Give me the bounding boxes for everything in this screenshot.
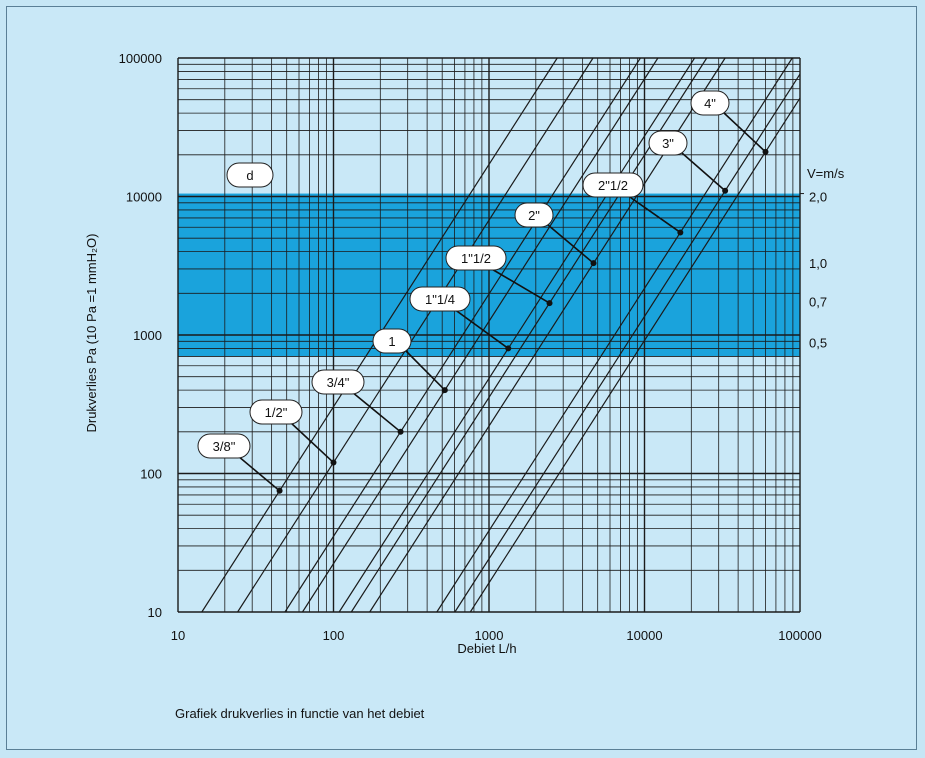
pipe-label: 1	[388, 334, 395, 349]
pipe-leader-line	[626, 194, 681, 234]
velocity-axis-title: V=m/s	[807, 166, 845, 181]
velocity-label: 1,0	[809, 256, 827, 271]
pipe-point	[722, 187, 729, 194]
pipe-point	[677, 229, 684, 236]
pipe-label: 2"	[528, 208, 540, 223]
pipe-leader-line	[289, 421, 335, 464]
pipe-point	[397, 428, 404, 435]
chart-caption: Grafiek drukverlies in functie van het d…	[175, 706, 425, 721]
pipe-curve	[350, 57, 708, 613]
pipe-leader-line	[405, 350, 446, 391]
pipe-label: 3"	[662, 136, 674, 151]
pipe-point	[505, 345, 512, 352]
pipe-bubble	[582, 172, 644, 198]
pipe-bubble	[445, 245, 507, 271]
pipe-point	[330, 459, 337, 466]
pipe-label: 1"1/4	[425, 292, 455, 307]
pipe-label: 4"	[704, 96, 716, 111]
pipe-curve	[301, 57, 659, 613]
pipe-bubble	[249, 399, 303, 425]
velocity-label: 0,7	[809, 294, 827, 309]
pipe-leader-line	[237, 455, 281, 492]
y-tick-label: 100	[140, 467, 162, 482]
pipe-curve	[237, 57, 594, 613]
pipe-bubble	[409, 286, 471, 312]
pipe-bubble	[648, 130, 688, 156]
pipe-label: 2"1/2	[598, 178, 628, 193]
x-tick-label: 100000	[778, 628, 821, 643]
pipe-leader-line	[351, 391, 402, 433]
pipe-label: 3/4"	[327, 375, 350, 390]
pipe-bubble	[197, 433, 251, 459]
band-label-bubble	[226, 162, 274, 188]
pipe-point	[762, 148, 769, 155]
label-layer: d 3/8" 1/2" 3/4" 1 1"1/4 1"1/2 2" 2"1/2 3" 4"	[197, 90, 769, 494]
pipe-curve	[436, 57, 793, 613]
pipe-label: 3/8"	[213, 439, 236, 454]
y-tick-label: 1000	[133, 328, 162, 343]
pipe-leader-line	[723, 112, 767, 153]
velocity-label: 0,5	[809, 336, 827, 351]
pipe-point	[590, 260, 597, 267]
pipe-bubble	[514, 202, 554, 228]
x-tick-label: 10	[171, 628, 185, 643]
x-axis-label: Debiet L/h	[457, 641, 516, 656]
pipe-leader-line	[547, 224, 595, 264]
x-tick-label: 10000	[626, 628, 662, 643]
pipe-curve	[454, 73, 801, 613]
pipe-point	[441, 387, 448, 394]
y-tick-label: 100000	[119, 51, 162, 66]
band-label-label: d	[246, 168, 253, 183]
pipe-bubble	[311, 369, 365, 395]
pipe-leader-line	[681, 152, 726, 192]
pipe-bubble	[690, 90, 730, 116]
pipe-curve	[338, 57, 696, 613]
x-tick-label: 100	[323, 628, 345, 643]
pipe-label: 1"1/2	[461, 251, 491, 266]
x-tick-label: 1000	[475, 628, 504, 643]
pipe-bubble	[372, 328, 412, 354]
pipe-point	[546, 300, 553, 307]
y-tick-label: 10	[148, 605, 162, 620]
pipe-leader-line	[489, 267, 550, 304]
axis-layer: 10 100 1000 10000 10000010000010000100010010…	[119, 51, 827, 643]
pipe-label: 1/2"	[265, 405, 288, 420]
y-tick-label: 10000	[126, 190, 162, 205]
pipe-curve	[284, 57, 641, 613]
pipe-leader-line	[453, 308, 509, 350]
curve-layer	[201, 57, 801, 613]
pipe-point	[276, 487, 283, 494]
y-axis-label: Drukverlies Pa (10 Pa =1 mmH₂O)	[84, 233, 99, 432]
pipe-curve	[469, 97, 801, 613]
velocity-label: 2,0	[809, 190, 827, 205]
